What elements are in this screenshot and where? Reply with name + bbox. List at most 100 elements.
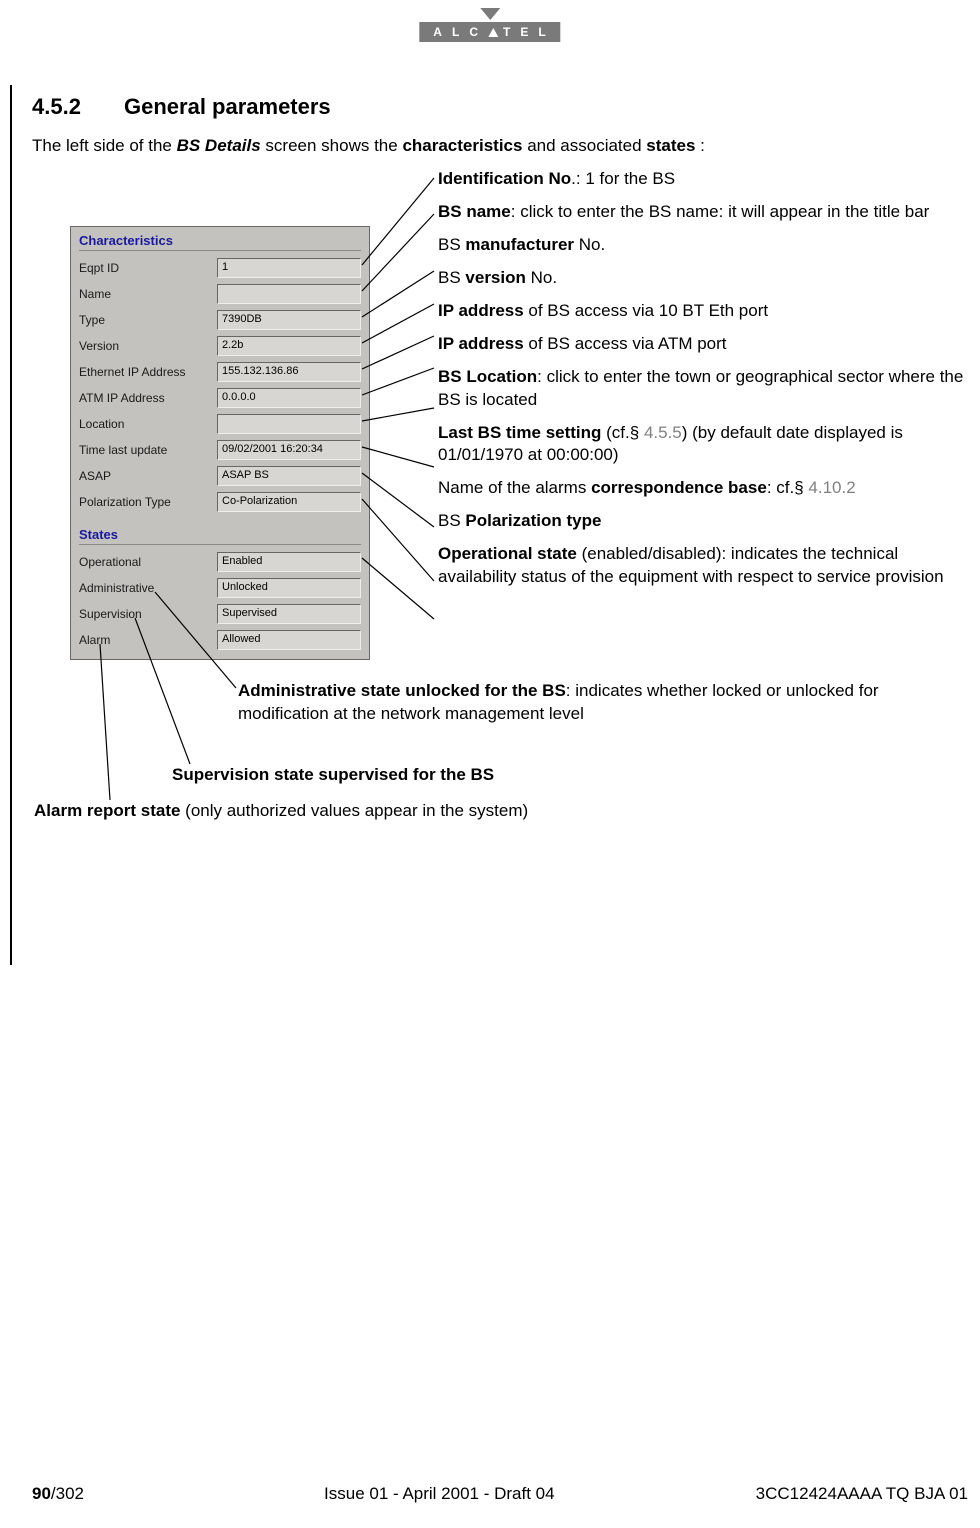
label-polarization: Polarization Type <box>79 495 217 509</box>
callout-text: No. <box>574 235 605 254</box>
row-supervision: Supervision Supervised <box>71 601 369 627</box>
callout-bold: Supervision state supervised for the BS <box>172 765 494 784</box>
field-atm-ip[interactable]: 0.0.0.0 <box>217 388 361 408</box>
label-supervision: Supervision <box>79 607 217 621</box>
callout-manufacturer: BS manufacturer No. <box>438 234 968 257</box>
label-alarm: Alarm <box>79 633 217 647</box>
logo-letter: L <box>538 25 550 39</box>
logo-letter: A <box>433 25 447 39</box>
intro-bs-details: BS Details <box>177 136 261 155</box>
intro-frag: screen shows the <box>265 136 402 155</box>
bs-details-panel: Characteristics Eqpt ID 1 Name Type 7390… <box>70 226 370 660</box>
callout-alarm: Alarm report state (only authorized valu… <box>34 800 934 823</box>
callout-bold: version <box>465 268 525 287</box>
intro-frag: : <box>700 136 705 155</box>
callout-bold: IP address <box>438 334 524 353</box>
field-version[interactable]: 2.2b <box>217 336 361 356</box>
states-heading: States <box>71 521 369 544</box>
callout-bold: BS name <box>438 202 511 221</box>
label-asap: ASAP <box>79 469 217 483</box>
row-administrative: Administrative Unlocked <box>71 575 369 601</box>
intro-frag: The left side of the <box>32 136 177 155</box>
callout-bold: Polarization type <box>465 511 601 530</box>
callout-text: of BS access via ATM port <box>524 334 727 353</box>
label-administrative: Administrative <box>79 581 217 595</box>
callout-bold: Alarm report state <box>34 801 180 820</box>
callout-text: (only authorized values appear in the sy… <box>180 801 528 820</box>
logo-triangle-icon <box>480 8 500 20</box>
row-polarization: Polarization Type Co-Polarization <box>71 489 369 515</box>
field-location[interactable] <box>217 414 361 434</box>
row-name: Name <box>71 281 369 307</box>
label-version: Version <box>79 339 217 353</box>
field-asap[interactable]: ASAP BS <box>217 466 361 486</box>
callout-bold: correspondence base <box>591 478 767 497</box>
row-type: Type 7390DB <box>71 307 369 333</box>
logo-letter: L <box>452 25 464 39</box>
label-location: Location <box>79 417 217 431</box>
section-title: General parameters <box>124 94 331 120</box>
logo-letter: T <box>503 25 515 39</box>
row-alarm: Alarm Allowed <box>71 627 369 653</box>
label-name: Name <box>79 287 217 301</box>
label-time: Time last update <box>79 443 217 457</box>
logo-letter: C <box>469 25 483 39</box>
row-eth-ip: Ethernet IP Address 155.132.136.86 <box>71 359 369 385</box>
row-asap: ASAP ASAP BS <box>71 463 369 489</box>
logo-letter: E <box>520 25 533 39</box>
page-current: 90 <box>32 1484 51 1503</box>
callout-text: of BS access via 10 BT Eth port <box>524 301 768 320</box>
callout-administrative: Administrative state unlocked for the BS… <box>238 680 958 726</box>
field-eth-ip[interactable]: 155.132.136.86 <box>217 362 361 382</box>
field-operational[interactable]: Enabled <box>217 552 361 572</box>
callout-text: (cf.§ <box>601 423 644 442</box>
page-total: /302 <box>51 1484 84 1503</box>
callout-text: .: 1 for the BS <box>571 169 675 188</box>
field-polarization[interactable]: Co-Polarization <box>217 492 361 512</box>
label-type: Type <box>79 313 217 327</box>
callout-bold: BS Location <box>438 367 537 386</box>
logo-mid-triangle-icon <box>488 28 498 37</box>
label-operational: Operational <box>79 555 217 569</box>
callout-time: Last BS time setting (cf.§ 4.5.5) (by de… <box>438 422 968 468</box>
callout-ip-atm: IP address of BS access via ATM port <box>438 333 968 356</box>
callout-bs-name: BS name: click to enter the BS name: it … <box>438 201 968 224</box>
field-administrative[interactable]: Unlocked <box>217 578 361 598</box>
field-supervision[interactable]: Supervised <box>217 604 361 624</box>
intro-frag: and associated <box>527 136 646 155</box>
label-eqpt-id: Eqpt ID <box>79 261 217 275</box>
section-number: 4.5.2 <box>32 94 81 120</box>
field-time[interactable]: 09/02/2001 16:20:34 <box>217 440 361 460</box>
page-number: 90/302 <box>32 1484 84 1504</box>
intro-characteristics: characteristics <box>402 136 522 155</box>
callout-bold: Administrative state unlocked for the BS <box>238 681 566 700</box>
callout-bold: Operational state <box>438 544 577 563</box>
callouts-column: Identification No.: 1 for the BS BS name… <box>438 168 968 599</box>
callout-text: No. <box>526 268 557 287</box>
callout-ref: 4.10.2 <box>808 478 855 497</box>
callout-bold: IP address <box>438 301 524 320</box>
callout-location: BS Location: click to enter the town or … <box>438 366 968 412</box>
callout-ip-eth: IP address of BS access via 10 BT Eth po… <box>438 300 968 323</box>
callout-ref: 4.5.5 <box>644 423 682 442</box>
page-footer: 90/302 Issue 01 - April 2001 - Draft 04 … <box>32 1484 972 1504</box>
label-atm-ip: ATM IP Address <box>79 391 217 405</box>
field-name[interactable] <box>217 284 361 304</box>
label-eth-ip: Ethernet IP Address <box>79 365 217 379</box>
field-eqpt-id[interactable]: 1 <box>217 258 361 278</box>
characteristics-heading: Characteristics <box>71 227 369 250</box>
brand-logo: A L C T E L <box>419 8 560 42</box>
callout-id-no: Identification No.: 1 for the BS <box>438 168 968 191</box>
callout-text: : cf.§ <box>767 478 809 497</box>
field-type[interactable]: 7390DB <box>217 310 361 330</box>
callout-version: BS version No. <box>438 267 968 290</box>
left-margin-rule <box>10 85 12 965</box>
row-atm-ip: ATM IP Address 0.0.0.0 <box>71 385 369 411</box>
callout-bold: Last BS time setting <box>438 423 601 442</box>
row-eqpt-id: Eqpt ID 1 <box>71 255 369 281</box>
field-alarm[interactable]: Allowed <box>217 630 361 650</box>
row-location: Location <box>71 411 369 437</box>
callout-text: : click to enter the BS name: it will ap… <box>511 202 930 221</box>
callout-polarization: BS Polarization type <box>438 510 968 533</box>
row-time: Time last update 09/02/2001 16:20:34 <box>71 437 369 463</box>
